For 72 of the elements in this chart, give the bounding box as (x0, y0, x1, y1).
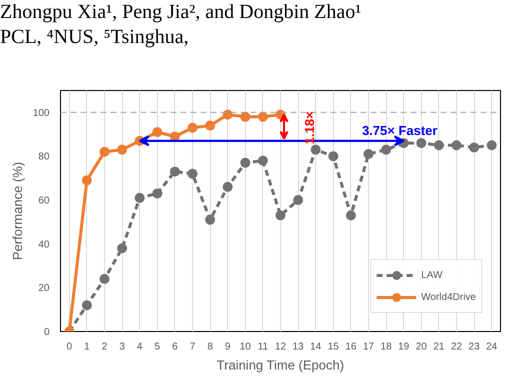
text: PCL, ⁴NUS, ⁵Tsinghua, (0, 26, 189, 48)
x-tick-label: 22 (450, 342, 462, 352)
x-tick-label: 20 (416, 342, 428, 352)
x-tick-label: 4 (136, 342, 143, 352)
point (117, 144, 128, 155)
point (328, 151, 338, 162)
y-tick-label: 20 (38, 283, 50, 294)
y-axis-title: Performance (%) (10, 162, 25, 260)
point (82, 300, 92, 310)
x-tick-label: 6 (172, 342, 178, 352)
x-tick-label: 5 (154, 342, 161, 352)
x-tick-label: 13 (292, 342, 304, 352)
x-tick-label: 0 (66, 342, 73, 352)
point (381, 144, 392, 155)
x-tick-label: 3 (119, 342, 126, 352)
text: Zhongpu Xia¹, Peng Jia², and Dongbin Zhao¹ (0, 1, 362, 23)
x-tick-label: 2 (102, 342, 108, 352)
x-tick-label: 14 (310, 342, 322, 352)
x-tick-label: 24 (486, 342, 498, 352)
point (100, 274, 110, 284)
point (434, 140, 444, 150)
x-tick-label: 15 (328, 342, 340, 352)
x-tick-label: 10 (240, 342, 252, 352)
x-tick-label: 8 (207, 342, 214, 352)
point (100, 146, 110, 157)
x-tick-label: 11 (258, 342, 269, 352)
point (222, 182, 233, 192)
point (170, 166, 180, 177)
x-tick-label: 16 (345, 342, 357, 352)
point (222, 110, 233, 120)
point (346, 210, 356, 220)
legend-label: LAW (421, 270, 442, 280)
point (469, 142, 480, 152)
x-axis-title: Training Time (Epoch) (216, 358, 344, 372)
point (486, 140, 497, 150)
point (240, 158, 250, 168)
x-tick-label: 21 (433, 342, 445, 352)
point (276, 210, 286, 220)
legend-label: World4Drive (421, 292, 476, 302)
x-tick-label: 7 (190, 342, 196, 352)
point (152, 188, 162, 198)
x-tick-label: 17 (362, 342, 374, 352)
point (188, 168, 198, 179)
point (416, 138, 426, 148)
point (258, 156, 268, 166)
point (452, 140, 462, 150)
point (134, 192, 145, 203)
y-tick-label: 40 (38, 239, 50, 250)
point (364, 149, 374, 160)
point (117, 243, 128, 254)
y-tick-label: 60 (38, 196, 50, 207)
point (258, 112, 268, 122)
y-tick-label: 0 (44, 327, 50, 338)
x-tick-label: 12 (274, 342, 286, 352)
point (240, 112, 250, 122)
x-tick-label: 23 (468, 342, 480, 352)
annotation: 3.75× Faster (362, 122, 438, 138)
x-tick-label: 1 (84, 342, 90, 352)
x-tick-label: 19 (398, 342, 410, 352)
annotation: 1.18× (302, 110, 318, 144)
point (310, 144, 321, 155)
point (205, 214, 216, 225)
x-tick-label: 18 (380, 342, 392, 352)
point (205, 120, 216, 131)
point (293, 195, 304, 206)
point (188, 122, 198, 133)
x-tick-label: 9 (224, 342, 231, 352)
point (170, 132, 180, 142)
point (152, 127, 162, 138)
y-tick-label: 80 (38, 152, 50, 163)
point (82, 175, 92, 186)
y-tick-label: 100 (32, 108, 50, 119)
